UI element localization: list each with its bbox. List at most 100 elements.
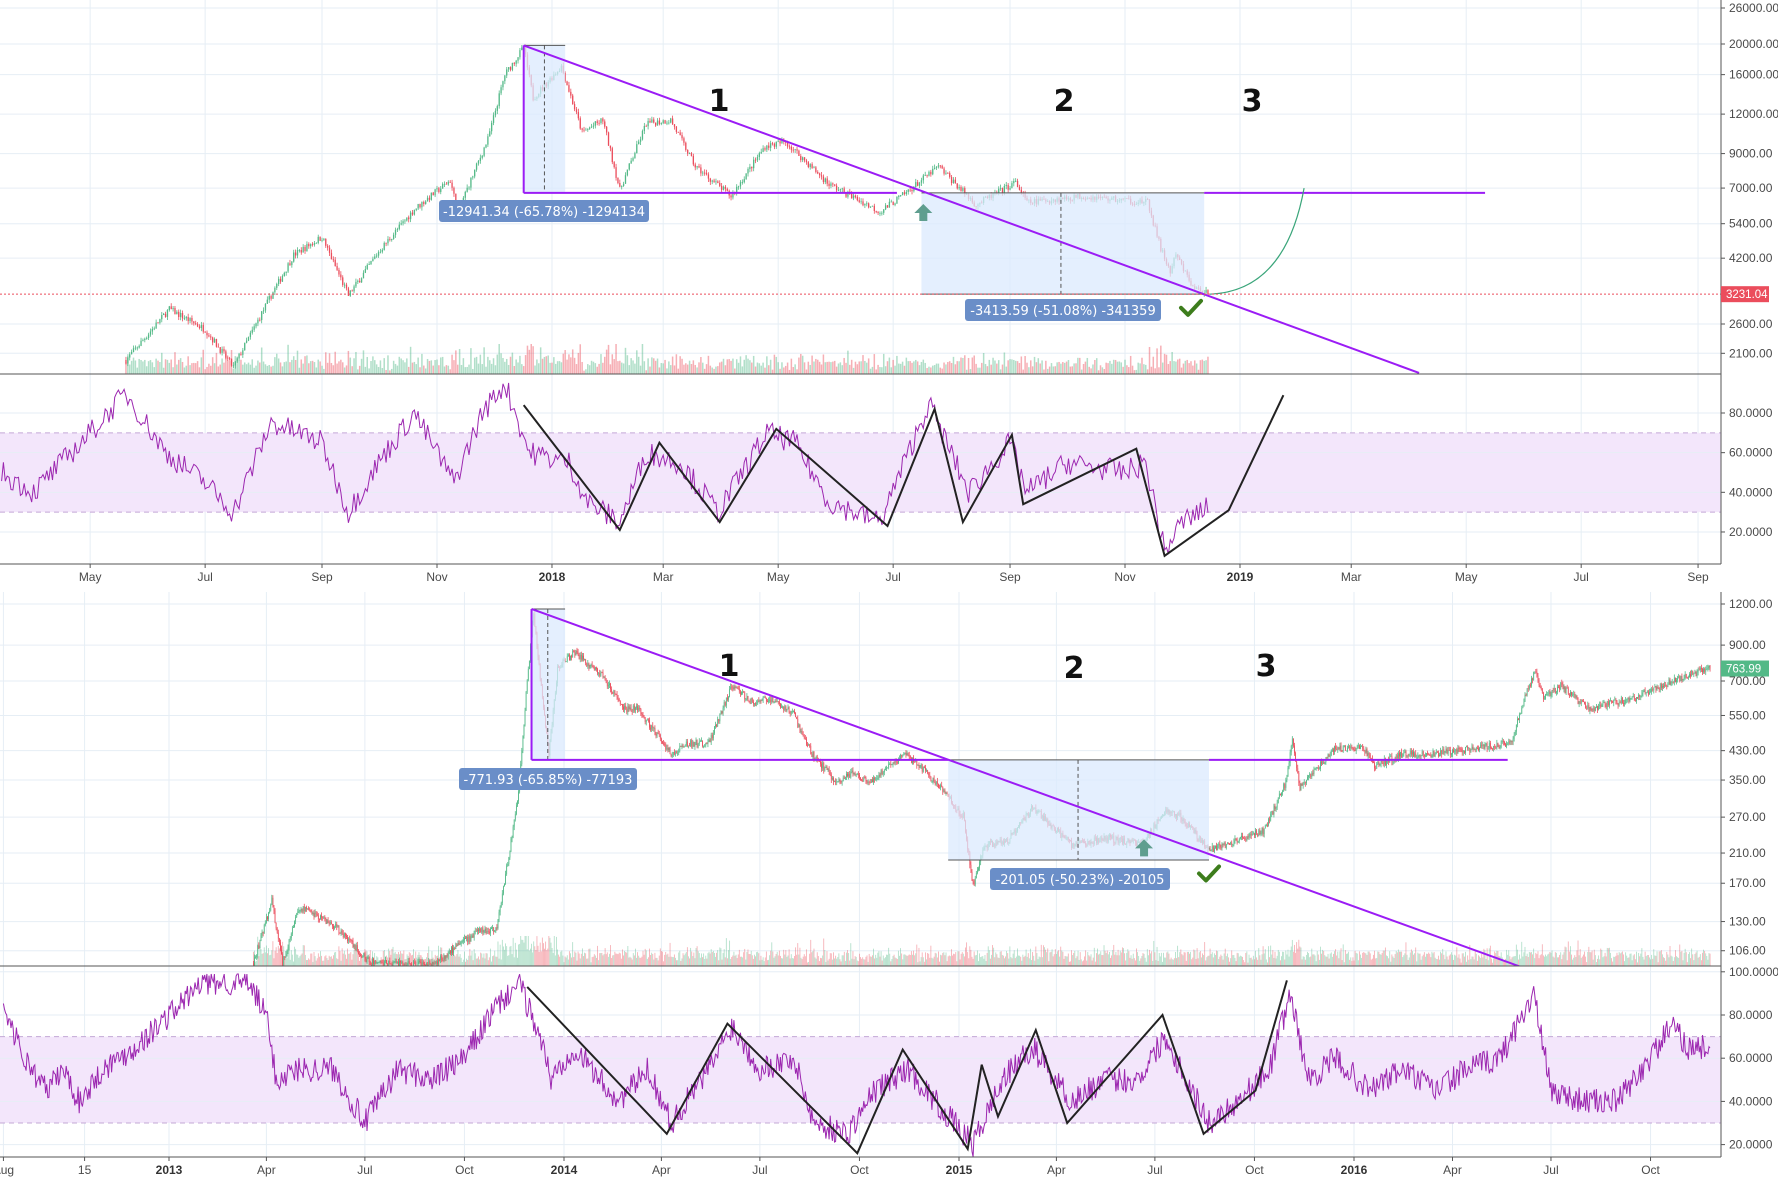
volume-bar bbox=[619, 361, 621, 374]
volume-bar bbox=[651, 953, 652, 966]
volume-bar bbox=[838, 363, 840, 374]
volume-bar bbox=[558, 955, 559, 966]
candle-body bbox=[458, 943, 459, 946]
candle-body bbox=[449, 951, 450, 954]
candle-body bbox=[595, 121, 596, 125]
volume-bar bbox=[939, 962, 940, 966]
volume-bar bbox=[1165, 958, 1166, 966]
candle-body bbox=[301, 250, 302, 252]
volume-bar bbox=[567, 955, 568, 966]
candle-body bbox=[896, 761, 897, 762]
candle-body bbox=[642, 131, 643, 139]
volume-bar bbox=[399, 954, 400, 966]
volume-bar bbox=[928, 367, 930, 374]
volume-bar bbox=[1030, 360, 1032, 374]
candle-body bbox=[1321, 762, 1322, 764]
volume-bar bbox=[552, 948, 553, 966]
volume-bar bbox=[925, 952, 926, 966]
volume-bar bbox=[1292, 940, 1293, 966]
volume-bar bbox=[704, 959, 705, 966]
candle-body bbox=[1219, 844, 1220, 848]
volume-bar bbox=[129, 365, 131, 374]
candle-body bbox=[730, 687, 731, 690]
volume-bar bbox=[258, 956, 259, 966]
plot-area[interactable]: -12941.34 (-65.78%) -1294134-3413.59 (-5… bbox=[0, 45, 1721, 1157]
candle-body bbox=[382, 250, 383, 252]
volume-bar bbox=[576, 364, 578, 374]
volume-bar bbox=[1251, 958, 1252, 966]
volume-bar bbox=[140, 360, 142, 374]
candle-body bbox=[778, 701, 779, 702]
volume-bar bbox=[473, 960, 474, 966]
candle-body bbox=[1346, 751, 1347, 752]
volume-bar bbox=[917, 962, 918, 966]
candle-body bbox=[837, 781, 838, 782]
candle-body bbox=[737, 687, 738, 688]
volume-bar bbox=[1217, 951, 1218, 966]
volume-bar bbox=[819, 961, 820, 966]
candle-body bbox=[376, 256, 377, 257]
volume-bar bbox=[1048, 961, 1049, 966]
candle-body bbox=[292, 928, 293, 934]
volume-bar bbox=[1145, 365, 1147, 374]
candle-body bbox=[286, 272, 287, 273]
candle-body bbox=[586, 663, 587, 666]
volume-bar bbox=[698, 362, 700, 374]
volume-bar bbox=[263, 362, 265, 374]
volume-bar bbox=[843, 358, 845, 374]
candle-body bbox=[324, 917, 325, 918]
candle-body bbox=[876, 211, 877, 212]
volume-bar bbox=[253, 952, 254, 966]
volume-bar bbox=[309, 960, 310, 966]
volume-bar bbox=[1213, 957, 1214, 966]
candle-body bbox=[1382, 761, 1383, 763]
volume-bar bbox=[331, 363, 333, 374]
candle-body bbox=[941, 785, 942, 787]
volume-bar bbox=[519, 944, 520, 966]
volume-bar bbox=[1204, 942, 1205, 966]
volume-bar bbox=[478, 956, 479, 966]
volume-bar bbox=[417, 955, 418, 966]
volume-bar bbox=[459, 957, 460, 966]
volume-bar bbox=[193, 363, 195, 374]
volume-bar bbox=[1004, 958, 1005, 966]
volume-bar bbox=[1090, 368, 1092, 374]
candle-body bbox=[754, 703, 755, 704]
candle-body bbox=[806, 160, 807, 162]
candle-body bbox=[644, 717, 645, 718]
candle-body bbox=[918, 765, 919, 766]
volume-bar bbox=[248, 363, 250, 374]
volume-bar bbox=[1019, 363, 1021, 374]
volume-bar bbox=[878, 951, 879, 966]
candle-body bbox=[811, 754, 812, 757]
candle-body bbox=[804, 736, 805, 738]
volume-bar bbox=[385, 370, 387, 374]
candle-body bbox=[858, 774, 859, 775]
volume-bar bbox=[276, 947, 277, 966]
candle-body bbox=[1353, 748, 1354, 750]
volume-bar bbox=[321, 366, 323, 374]
volume-bar bbox=[460, 954, 461, 966]
volume-bar bbox=[1191, 959, 1192, 966]
candle-body bbox=[1335, 746, 1336, 748]
volume-bar bbox=[661, 951, 662, 966]
candle-body bbox=[318, 237, 319, 243]
candle-body bbox=[665, 744, 666, 749]
candle-body bbox=[926, 175, 927, 176]
candle-body bbox=[316, 243, 317, 244]
volume-bar bbox=[1066, 956, 1067, 966]
volume-bar bbox=[1034, 357, 1036, 374]
volume-bar bbox=[438, 946, 439, 966]
volume-bar bbox=[427, 953, 428, 966]
candle-body bbox=[764, 148, 765, 149]
volume-bar bbox=[1307, 952, 1308, 966]
volume-bar bbox=[561, 951, 562, 966]
candle-body bbox=[501, 903, 502, 907]
volume-bar bbox=[1011, 359, 1013, 374]
candle-body bbox=[908, 190, 909, 192]
volume-bar bbox=[1160, 346, 1162, 374]
candle-body bbox=[919, 183, 920, 186]
volume-bar bbox=[523, 366, 525, 374]
candle-body bbox=[521, 48, 522, 51]
candle-body bbox=[569, 655, 570, 660]
